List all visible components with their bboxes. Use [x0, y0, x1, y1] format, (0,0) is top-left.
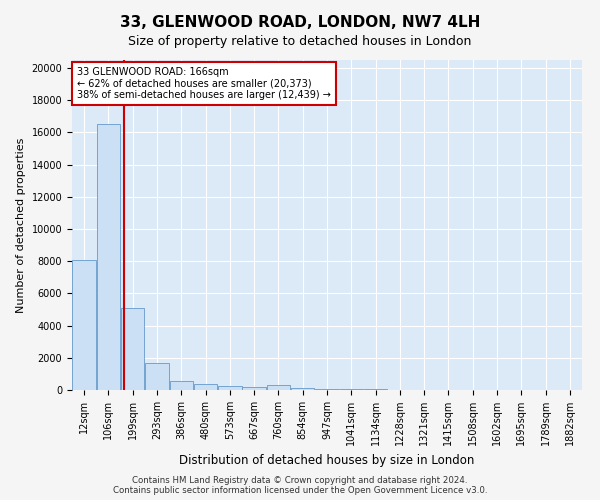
Bar [291, 388, 314, 390]
Bar [340, 389, 363, 390]
Text: 33 GLENWOOD ROAD: 166sqm
← 62% of detached houses are smaller (20,373)
38% of se: 33 GLENWOOD ROAD: 166sqm ← 62% of detach… [77, 66, 331, 100]
Text: 33, GLENWOOD ROAD, LONDON, NW7 4LH: 33, GLENWOOD ROAD, LONDON, NW7 4LH [120, 15, 480, 30]
Bar [73, 260, 96, 390]
Text: Contains HM Land Registry data © Crown copyright and database right 2024.
Contai: Contains HM Land Registry data © Crown c… [113, 476, 487, 495]
Bar [266, 386, 290, 390]
Bar [218, 386, 242, 390]
Bar [121, 308, 145, 390]
Bar [97, 124, 120, 390]
Text: Size of property relative to detached houses in London: Size of property relative to detached ho… [128, 35, 472, 48]
Bar [242, 388, 266, 390]
Bar [170, 382, 193, 390]
Bar [315, 388, 339, 390]
Y-axis label: Number of detached properties: Number of detached properties [16, 138, 26, 312]
Bar [194, 384, 217, 390]
X-axis label: Distribution of detached houses by size in London: Distribution of detached houses by size … [179, 454, 475, 466]
Bar [145, 362, 169, 390]
